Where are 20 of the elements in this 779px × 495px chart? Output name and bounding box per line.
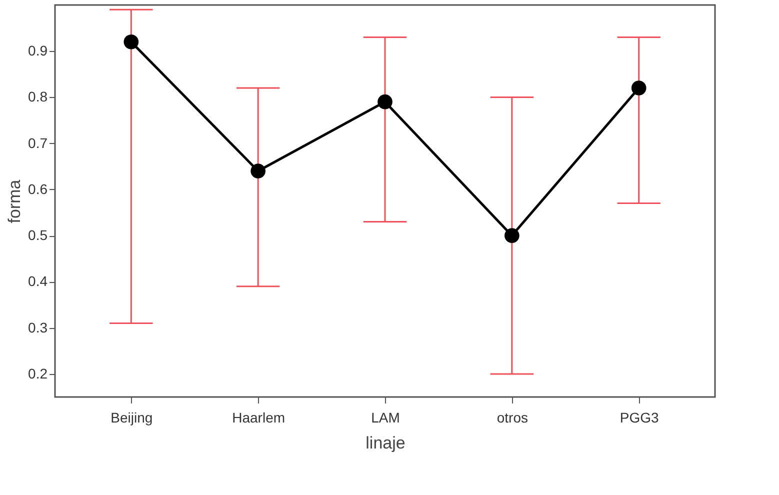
y-tick-label: 0.5 <box>28 227 48 244</box>
point <box>124 34 139 50</box>
x-tick-label: LAM <box>371 410 400 426</box>
y-tick-label: 0.9 <box>28 42 48 59</box>
point <box>504 228 520 243</box>
y-tick-label: 0.4 <box>28 273 48 290</box>
y-tick-label: 0.6 <box>28 180 48 197</box>
y-tick-label: 0.7 <box>28 134 48 151</box>
y-tick-label: 0.3 <box>28 319 48 336</box>
x-axis-title: linaje <box>366 434 406 452</box>
point <box>250 164 266 178</box>
y-tick-label: 0.8 <box>28 88 48 105</box>
x-tick-label: Haarlem <box>232 410 286 426</box>
y-tick-label: 0.2 <box>28 365 48 382</box>
y-axis-title: forma <box>5 179 24 224</box>
x-tick-label: otros <box>496 410 528 426</box>
point <box>378 94 392 110</box>
x-tick-label: PGG3 <box>620 410 660 426</box>
point <box>631 80 646 96</box>
x-tick-label: Beijing <box>110 410 153 426</box>
